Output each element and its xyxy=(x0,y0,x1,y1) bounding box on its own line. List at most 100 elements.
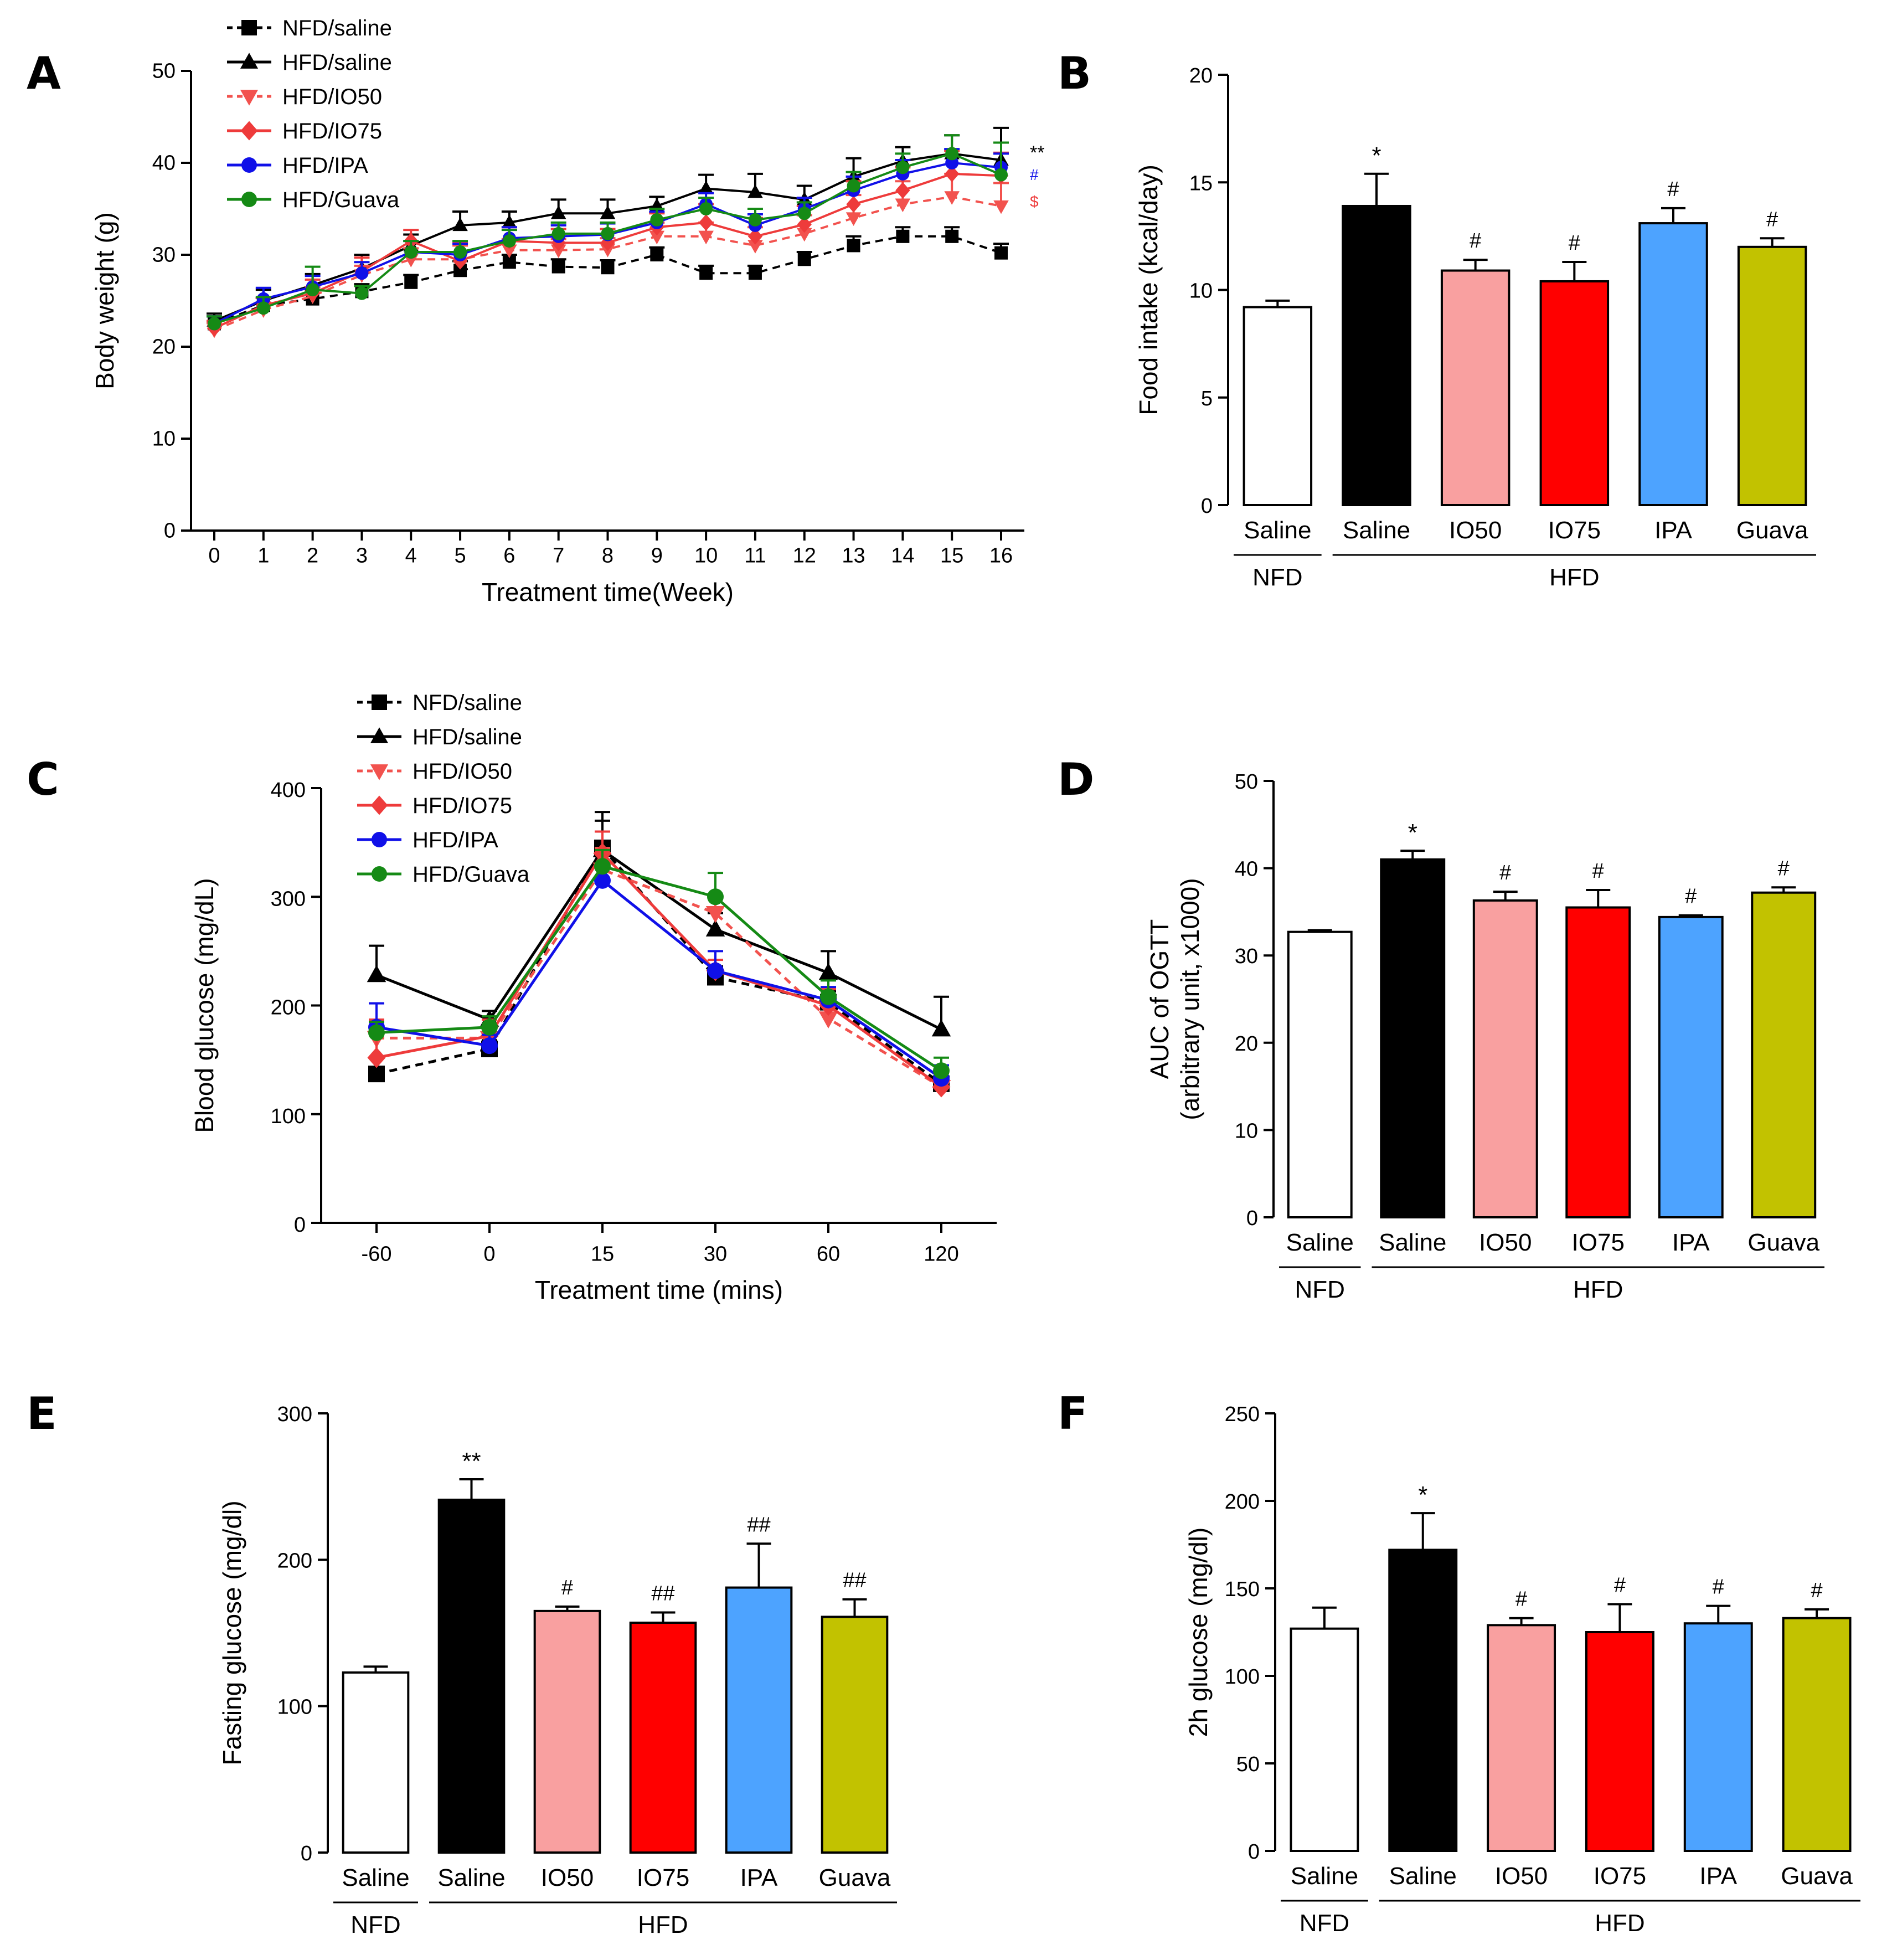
data-point xyxy=(550,205,566,219)
significance-label: # xyxy=(1569,232,1580,255)
bar xyxy=(1658,915,1724,1218)
y-tick-label: 0 xyxy=(294,1213,306,1237)
y-tick-label: 20 xyxy=(152,336,176,359)
category-label: Saline xyxy=(1379,1229,1446,1256)
data-point xyxy=(896,229,910,243)
x-tick-label: 0 xyxy=(483,1243,495,1266)
significance-label: ** xyxy=(462,1448,481,1475)
legend-marker xyxy=(370,795,388,815)
x-tick-label: 1 xyxy=(257,544,269,568)
legend-label: HFD/IO50 xyxy=(413,759,512,784)
data-point xyxy=(944,165,960,182)
group-label: HFD xyxy=(638,1911,688,1938)
significance-annotation: ** xyxy=(1030,142,1044,163)
category-label: Guava xyxy=(1736,517,1808,544)
panel-label-D: D xyxy=(1058,754,1094,805)
significance-label: # xyxy=(1778,857,1790,880)
x-tick-label: 60 xyxy=(817,1243,840,1266)
significance-label: # xyxy=(1685,885,1697,908)
bar-group: # Guava xyxy=(1736,208,1808,544)
series-line xyxy=(377,868,942,1088)
x-tick-label: 8 xyxy=(602,544,614,568)
y-tick-label: 100 xyxy=(277,1696,312,1719)
category-label: IPA xyxy=(1654,517,1692,544)
significance-label: * xyxy=(1418,1481,1427,1509)
y-axis-subtitle: (arbitrary unit, x1000) xyxy=(1176,878,1204,1120)
bar-group: ## IO75 xyxy=(629,1582,697,1891)
bar-group: # IPA xyxy=(1658,885,1724,1256)
category-label: IPA xyxy=(1672,1229,1710,1256)
data-point xyxy=(550,244,566,259)
bar-group: # Guava xyxy=(1781,1579,1853,1890)
significance-label: # xyxy=(1499,861,1511,884)
data-point xyxy=(818,963,838,980)
y-tick-label: 30 xyxy=(152,244,176,267)
y-axis-title: Body weight (g) xyxy=(90,212,119,389)
data-point xyxy=(698,230,714,245)
data-point xyxy=(481,1018,498,1036)
x-tick-label: 16 xyxy=(989,544,1013,568)
legend-marker xyxy=(372,832,387,847)
bar-group: # IO75 xyxy=(1585,1573,1654,1890)
x-tick-label: 14 xyxy=(891,544,914,568)
data-point xyxy=(945,229,959,243)
y-tick-label: 5 xyxy=(1201,387,1213,410)
data-point xyxy=(748,213,762,227)
panel-E: 0 100 200 300 Saline ** Saline # IO50 ## IO75 ## IPA… xyxy=(218,1403,897,1938)
y-tick-label: 300 xyxy=(277,1403,312,1426)
data-point xyxy=(452,217,468,232)
y-axis-title: 2h glucose (mg/dl) xyxy=(1184,1527,1213,1737)
bar-group: * Saline xyxy=(1388,1481,1458,1890)
legend-label: HFD/saline xyxy=(282,50,392,75)
series-nfd-saline xyxy=(368,819,950,1092)
data-point xyxy=(600,205,616,219)
legend-label: HFD/IO50 xyxy=(282,85,382,109)
panel-label-E: E xyxy=(27,1388,57,1439)
group-label: NFD xyxy=(350,1911,400,1938)
data-point xyxy=(367,965,386,982)
bar xyxy=(1638,222,1708,506)
category-label: IPA xyxy=(1699,1863,1737,1890)
series-line xyxy=(376,865,942,1072)
data-point xyxy=(707,888,724,906)
data-point xyxy=(502,234,516,248)
category-label: IO75 xyxy=(1548,517,1601,544)
significance-label: # xyxy=(1614,1573,1626,1597)
data-point xyxy=(747,240,763,254)
bar-group: ** Saline xyxy=(437,1448,505,1891)
group-label: HFD xyxy=(1549,564,1599,591)
significance-label: # xyxy=(561,1576,573,1599)
y-tick-label: 400 xyxy=(271,779,306,802)
legend-A: NFD/saline HFD/saline HFD/IO50 HFD/IO75 HFD/… xyxy=(227,16,400,212)
y-tick-label: 0 xyxy=(1248,1840,1260,1864)
y-tick-label: 200 xyxy=(1225,1490,1260,1514)
bar xyxy=(1290,1627,1359,1852)
data-point xyxy=(820,988,837,1005)
category-label: IO75 xyxy=(1594,1863,1646,1890)
bar xyxy=(1388,1549,1458,1852)
significance-annotation: $ xyxy=(1030,193,1039,210)
data-point xyxy=(707,962,724,979)
legend-label: HFD/IPA xyxy=(282,153,368,178)
bar xyxy=(437,1498,506,1854)
data-point xyxy=(797,216,812,233)
bar-group: # IPA xyxy=(1638,178,1708,544)
bar xyxy=(1585,1631,1654,1852)
category-label: IO50 xyxy=(541,1864,594,1891)
x-tick-label: 120 xyxy=(924,1243,958,1266)
category-label: Saline xyxy=(342,1864,409,1891)
y-tick-label: 20 xyxy=(1235,1032,1258,1056)
series-line xyxy=(214,196,1002,331)
legend-label: HFD/IO75 xyxy=(413,794,512,818)
legend-marker xyxy=(241,192,257,207)
y-tick-label: 100 xyxy=(1225,1665,1260,1689)
series-line xyxy=(376,851,942,1088)
bar xyxy=(1539,280,1610,506)
panel-label-B: B xyxy=(1058,48,1091,99)
data-point xyxy=(649,230,665,245)
y-axis-title: Blood glucose (mg/dL) xyxy=(190,878,219,1133)
data-point xyxy=(847,179,860,193)
legend-marker xyxy=(240,121,258,141)
y-tick-label: 40 xyxy=(152,152,176,175)
